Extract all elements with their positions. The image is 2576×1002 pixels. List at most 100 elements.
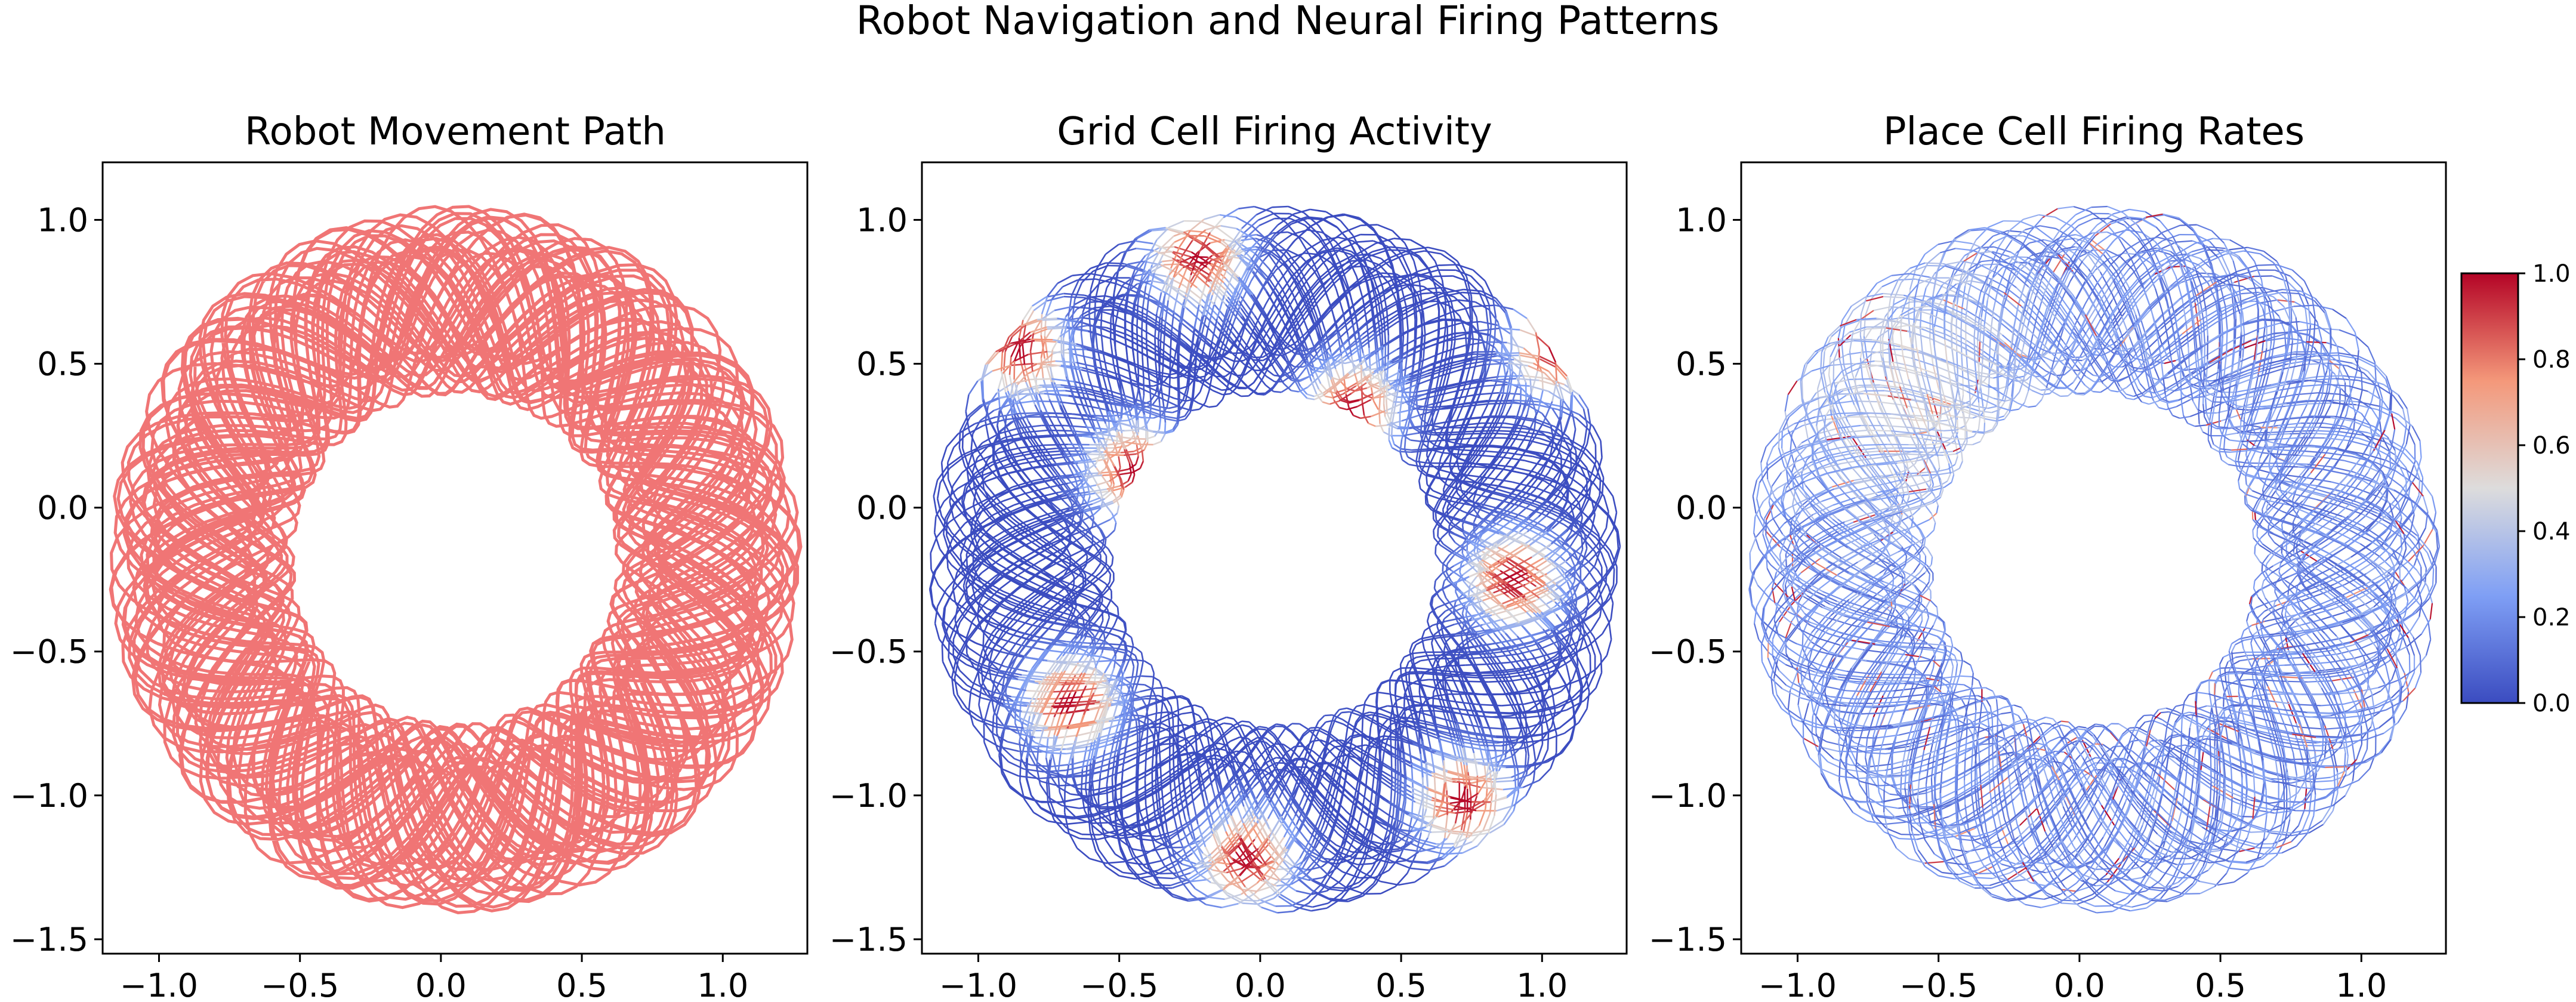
grid-activity-segment	[1087, 390, 1110, 398]
grid-activity-segment	[1144, 660, 1152, 666]
grid-activity-segment	[1053, 819, 1066, 833]
grid-activity-segment	[1408, 684, 1414, 701]
grid-activity-segment	[1154, 848, 1165, 866]
grid-activity-segment	[1431, 831, 1448, 833]
y-tick-label: 1.0	[37, 201, 88, 239]
grid-activity-segment	[1441, 426, 1458, 428]
grid-activity-segment	[979, 682, 988, 696]
grid-activity-segment	[1062, 405, 1073, 427]
grid-activity-segment	[1189, 776, 1194, 800]
panel-title: Robot Movement Path	[245, 110, 666, 154]
grid-activity-segment	[1170, 878, 1189, 886]
grid-activity-segment	[1528, 721, 1547, 729]
grid-activity-segment	[1160, 434, 1166, 442]
grid-activity-segment	[1489, 477, 1513, 483]
grid-activity-segment	[1450, 433, 1471, 436]
grid-activity-segment	[1144, 757, 1147, 781]
grid-activity-segment	[1372, 400, 1379, 410]
grid-activity-segment	[1226, 868, 1242, 874]
grid-activity-segment	[1458, 299, 1476, 303]
grid-activity-segment	[1387, 331, 1408, 344]
grid-activity-segment	[1514, 399, 1539, 403]
grid-activity-segment	[1207, 870, 1224, 881]
grid-activity-segment	[1124, 622, 1127, 631]
plot-area	[928, 205, 1621, 914]
grid-activity-segment	[1409, 239, 1425, 248]
grid-activity-segment	[983, 741, 991, 758]
grid-activity-segment	[1152, 673, 1155, 686]
grid-activity-segment	[1297, 283, 1309, 305]
grid-activity-segment	[1429, 654, 1446, 656]
grid-activity-segment	[1516, 434, 1540, 439]
grid-activity-segment	[1437, 611, 1446, 619]
grid-activity-segment	[934, 606, 939, 624]
grid-activity-segment	[1137, 419, 1140, 433]
grid-activity-segment	[1539, 437, 1560, 446]
grid-activity-segment	[1082, 317, 1102, 322]
grid-activity-segment	[1093, 563, 1102, 573]
grid-activity-segment	[1587, 408, 1591, 426]
grid-activity-segment	[1000, 502, 1019, 520]
grid-activity-segment	[1498, 523, 1520, 534]
grid-activity-segment	[1294, 906, 1312, 912]
grid-activity-segment	[1063, 295, 1084, 298]
grid-activity-segment	[972, 724, 985, 739]
grid-activity-segment	[1048, 399, 1060, 421]
grid-activity-segment	[1164, 865, 1177, 877]
grid-activity-segment	[1362, 701, 1366, 714]
grid-activity-segment	[1081, 270, 1094, 283]
grid-activity-segment	[1002, 641, 1018, 661]
grid-activity-segment	[1255, 841, 1271, 859]
grid-activity-segment	[1043, 769, 1066, 773]
grid-activity-segment	[1398, 881, 1415, 886]
grid-activity-segment	[1097, 627, 1107, 642]
grid-activity-segment	[1223, 722, 1232, 725]
grid-activity-segment	[1433, 520, 1439, 531]
grid-activity-segment	[1537, 350, 1540, 371]
grid-activity-segment	[1081, 474, 1103, 477]
grid-activity-segment	[1313, 729, 1321, 742]
grid-activity-segment	[1173, 779, 1178, 804]
grid-activity-segment	[968, 380, 979, 396]
grid-activity-segment	[1361, 402, 1365, 416]
grid-activity-segment	[1601, 477, 1605, 495]
grid-activity-segment	[1036, 495, 1056, 513]
grid-activity-segment	[1153, 440, 1162, 446]
grid-activity-segment	[1039, 384, 1061, 387]
grid-activity-segment	[1462, 565, 1475, 576]
grid-activity-segment	[1350, 834, 1368, 846]
grid-activity-segment	[1497, 322, 1503, 340]
grid-activity-segment	[992, 734, 999, 751]
grid-activity-segment	[1273, 374, 1283, 377]
grid-activity-segment	[1091, 357, 1115, 366]
grid-activity-segment	[1519, 354, 1540, 360]
grid-activity-segment	[1013, 353, 1029, 363]
grid-activity-segment	[1203, 325, 1210, 347]
grid-activity-segment	[1094, 309, 1102, 325]
grid-activity-segment	[1214, 865, 1229, 881]
grid-activity-segment	[1119, 875, 1136, 880]
grid-activity-segment	[1127, 864, 1140, 878]
grid-activity-segment	[1134, 240, 1153, 245]
grid-activity-segment	[933, 556, 945, 574]
grid-activity-segment	[959, 604, 973, 622]
x-tick-label: −0.5	[261, 967, 339, 1002]
grid-activity-segment	[1131, 428, 1138, 445]
grid-activity-segment	[1370, 410, 1386, 418]
grid-activity-segment	[1343, 751, 1359, 765]
grid-activity-segment	[1118, 477, 1124, 488]
grid-activity-segment	[1045, 782, 1049, 803]
grid-activity-segment	[1290, 341, 1303, 361]
grid-activity-segment	[1568, 532, 1580, 548]
grid-activity-segment	[1541, 639, 1562, 649]
grid-activity-segment	[1330, 743, 1344, 754]
grid-activity-segment	[1610, 603, 1614, 619]
grid-activity-segment	[1163, 702, 1169, 713]
grid-activity-segment	[1110, 600, 1119, 608]
grid-activity-segment	[1212, 390, 1223, 396]
grid-activity-segment	[1194, 704, 1203, 708]
grid-activity-segment	[1064, 386, 1088, 392]
grid-activity-segment	[1299, 723, 1309, 730]
grid-activity-segment	[1428, 246, 1445, 252]
grid-activity-segment	[1105, 617, 1110, 628]
